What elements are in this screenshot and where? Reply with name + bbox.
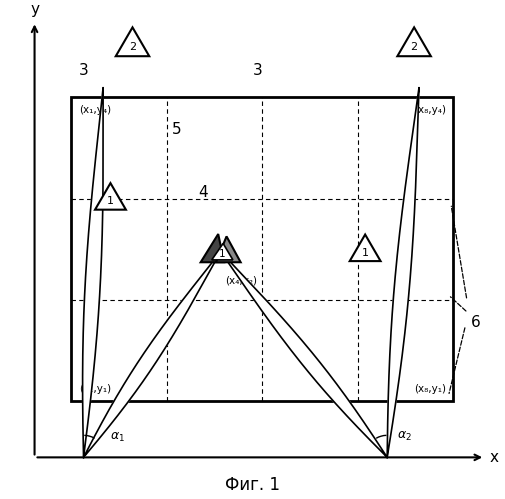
Polygon shape (387, 88, 419, 458)
Text: 4: 4 (198, 186, 209, 201)
Text: Фиг. 1: Фиг. 1 (225, 476, 280, 494)
Text: (x₄,y₂): (x₄,y₂) (226, 275, 258, 285)
Text: y: y (30, 1, 39, 16)
Text: $\alpha_2$: $\alpha_2$ (397, 430, 412, 443)
Polygon shape (212, 244, 233, 260)
Polygon shape (83, 251, 221, 458)
Text: 6: 6 (471, 315, 480, 330)
Polygon shape (83, 88, 103, 458)
Text: 2: 2 (411, 42, 418, 52)
Polygon shape (350, 235, 381, 261)
Text: (x₈,y₁): (x₈,y₁) (414, 384, 446, 394)
Polygon shape (200, 234, 224, 262)
Text: 3: 3 (252, 63, 262, 78)
Bar (71, 97, 453, 401)
Polygon shape (95, 183, 126, 210)
Polygon shape (397, 27, 431, 56)
Text: 3: 3 (79, 63, 88, 78)
Polygon shape (116, 27, 149, 56)
Polygon shape (216, 237, 241, 262)
Text: 1: 1 (219, 249, 226, 258)
Text: 2: 2 (129, 42, 136, 52)
Text: (x₈,y₄): (x₈,y₄) (414, 105, 446, 115)
Text: 1: 1 (107, 196, 114, 206)
Text: (x₁,y₁): (x₁,y₁) (79, 384, 111, 394)
Text: 1: 1 (362, 248, 369, 257)
Text: $\alpha_1$: $\alpha_1$ (111, 431, 125, 444)
Text: (x₁,y₄): (x₁,y₄) (79, 105, 111, 115)
Polygon shape (221, 251, 387, 458)
Text: x: x (490, 450, 499, 465)
Text: 5: 5 (172, 122, 181, 137)
